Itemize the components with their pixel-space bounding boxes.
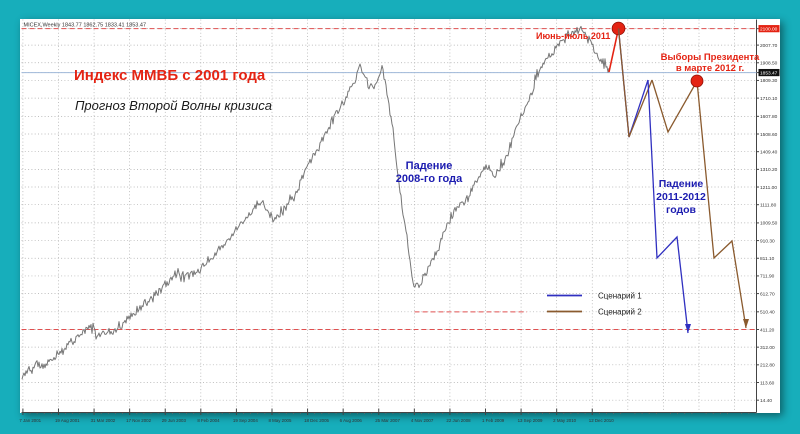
svg-text:612.70: 612.70 — [760, 291, 775, 297]
svg-text:Выборы Президента: Выборы Президента — [661, 52, 760, 63]
svg-text:910.30: 910.30 — [760, 238, 775, 244]
svg-text:2008-го года: 2008-го года — [396, 173, 463, 185]
svg-text:12 Dec 2010: 12 Dec 2010 — [589, 418, 614, 423]
svg-text:6 Aug 2006: 6 Aug 2006 — [340, 418, 363, 423]
svg-text:1853.47: 1853.47 — [760, 70, 778, 76]
svg-text:31 Mar 2002: 31 Mar 2002 — [91, 418, 116, 423]
svg-text:411.20: 411.20 — [760, 327, 775, 333]
svg-text:1 Feb 2009: 1 Feb 2009 — [482, 418, 505, 423]
svg-text:22 Jun 2008: 22 Jun 2008 — [446, 418, 471, 423]
svg-text:годов: годов — [666, 204, 697, 216]
svg-text:1607.80: 1607.80 — [760, 114, 778, 120]
svg-text:1809.30: 1809.30 — [760, 78, 778, 84]
svg-text:14.40: 14.40 — [760, 398, 772, 404]
svg-text:1908.50: 1908.50 — [760, 61, 778, 67]
svg-text:1009.50: 1009.50 — [760, 221, 778, 227]
svg-text:Сценарий 1: Сценарий 1 — [598, 292, 642, 301]
svg-text:510.40: 510.40 — [760, 310, 775, 316]
svg-text:25 Mar 2007: 25 Mar 2007 — [375, 418, 400, 423]
svg-text:1508.60: 1508.60 — [760, 132, 778, 138]
svg-text:1310.20: 1310.20 — [760, 167, 778, 173]
svg-text:13 Sep 2009: 13 Sep 2009 — [518, 418, 543, 423]
svg-text:Падение: Падение — [659, 178, 704, 190]
svg-text:212.80: 212.80 — [760, 363, 775, 369]
svg-text:1111.80: 1111.80 — [760, 202, 777, 208]
svg-text:4 Nov 2007: 4 Nov 2007 — [411, 418, 434, 423]
svg-text:1211.00: 1211.00 — [760, 185, 777, 191]
svg-text:Прогноз Второй Волны кризиса: Прогноз Второй Волны кризиса — [75, 98, 272, 113]
svg-text:2100.00: 2100.00 — [760, 26, 778, 32]
svg-text:Июнь-июль 2011: Июнь-июль 2011 — [536, 31, 610, 41]
svg-text:711.90: 711.90 — [760, 274, 775, 280]
svg-text:7 Jan 2001: 7 Jan 2001 — [19, 418, 41, 423]
svg-text:2007.70: 2007.70 — [760, 43, 778, 49]
svg-text:19 Sep 2004: 19 Sep 2004 — [233, 418, 258, 423]
svg-text:811.10: 811.10 — [760, 256, 775, 262]
svg-text:19 Aug 2001: 19 Aug 2001 — [55, 418, 80, 423]
svg-text:29 Jun 2003: 29 Jun 2003 — [162, 418, 187, 423]
svg-text:8 Feb 2004: 8 Feb 2004 — [197, 418, 220, 423]
svg-text:1710.10: 1710.10 — [760, 96, 778, 102]
svg-text:2011-2012: 2011-2012 — [656, 191, 706, 203]
svg-text:Сценарий 2: Сценарий 2 — [598, 308, 642, 317]
svg-text:MICEX,Weekly 1843.77 1862.75: MICEX,Weekly 1843.77 1862.75 1833.41 185… — [24, 22, 147, 28]
svg-text:1409.40: 1409.40 — [760, 149, 778, 155]
svg-text:113.60: 113.60 — [760, 380, 775, 386]
svg-text:Индекс ММВБ с 2001 года: Индекс ММВБ с 2001 года — [74, 67, 266, 84]
svg-text:8 May 2005: 8 May 2005 — [268, 418, 292, 423]
svg-text:в марте 2012 г.: в марте 2012 г. — [676, 63, 744, 74]
svg-text:17 Nov 2002: 17 Nov 2002 — [126, 418, 151, 423]
svg-text:312.00: 312.00 — [760, 345, 775, 351]
svg-text:Падение: Падение — [406, 160, 453, 172]
svg-text:2 May 2010: 2 May 2010 — [553, 418, 577, 423]
svg-text:18 Dec 2005: 18 Dec 2005 — [304, 418, 329, 423]
